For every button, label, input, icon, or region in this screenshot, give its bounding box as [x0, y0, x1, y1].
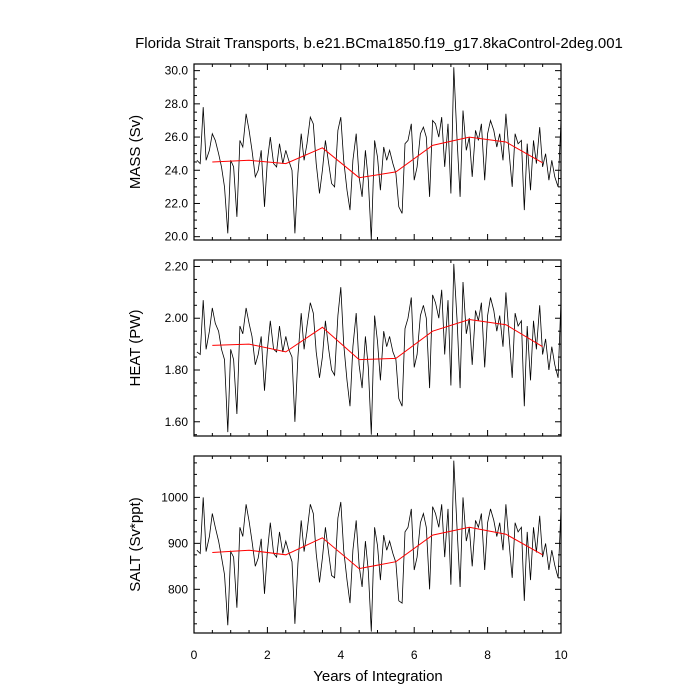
x-axis-label: Years of Integration: [313, 668, 443, 685]
plot-frame: [193, 63, 562, 241]
y-tick-label: 800: [168, 582, 188, 596]
y-tick-label: 1.80: [165, 363, 189, 377]
x-tick-label: 0: [191, 648, 198, 662]
y-tick-label: 2.20: [165, 259, 189, 273]
panel-mass: 20.0 22.0 24.0 26.0 28.0 30.0 MASS (Sv): [127, 63, 562, 244]
annual-mean-line: [212, 136, 543, 179]
y-tick-label: 28.0: [165, 97, 189, 111]
x-tick-label: 10: [554, 648, 568, 662]
y-tick-label: 26.0: [165, 130, 189, 144]
y-tick-label: 1.60: [165, 415, 189, 429]
panel-salt: 800 900 1000 0 2 4 6 8 10 SALT (Sv*ppt): [127, 455, 568, 662]
y-tick-label: 30.0: [165, 64, 189, 78]
y-tick-label: 24.0: [165, 163, 189, 177]
monthly-series-line: [196, 263, 561, 435]
y-tick-label: 900: [168, 536, 188, 550]
annual-mean-line: [212, 526, 543, 570]
x-tick-label: 6: [411, 648, 418, 662]
panel-heat: 1.60 1.80 2.00 2.20 HEAT (PW): [127, 259, 562, 437]
y-axis-label: SALT (Sv*ppt): [127, 497, 144, 591]
x-tick-label: 2: [264, 648, 271, 662]
y-tick-label: 2.00: [165, 311, 189, 325]
y-tick-label: 1000: [161, 490, 188, 504]
y-axis-label: HEAT (PW): [127, 310, 144, 387]
x-tick-label: 4: [337, 648, 344, 662]
y-axis-label: MASS (Sv): [127, 115, 144, 189]
plot-frame: [193, 259, 562, 437]
monthly-series-line: [196, 460, 561, 632]
annual-mean-line: [212, 318, 543, 361]
y-tick-label: 22.0: [165, 196, 189, 210]
monthly-series-line: [196, 67, 561, 240]
chart-title: Florida Strait Transports, b.e21.BCma185…: [135, 35, 623, 52]
x-tick-label: 8: [484, 648, 491, 662]
y-tick-label: 20.0: [165, 230, 189, 244]
